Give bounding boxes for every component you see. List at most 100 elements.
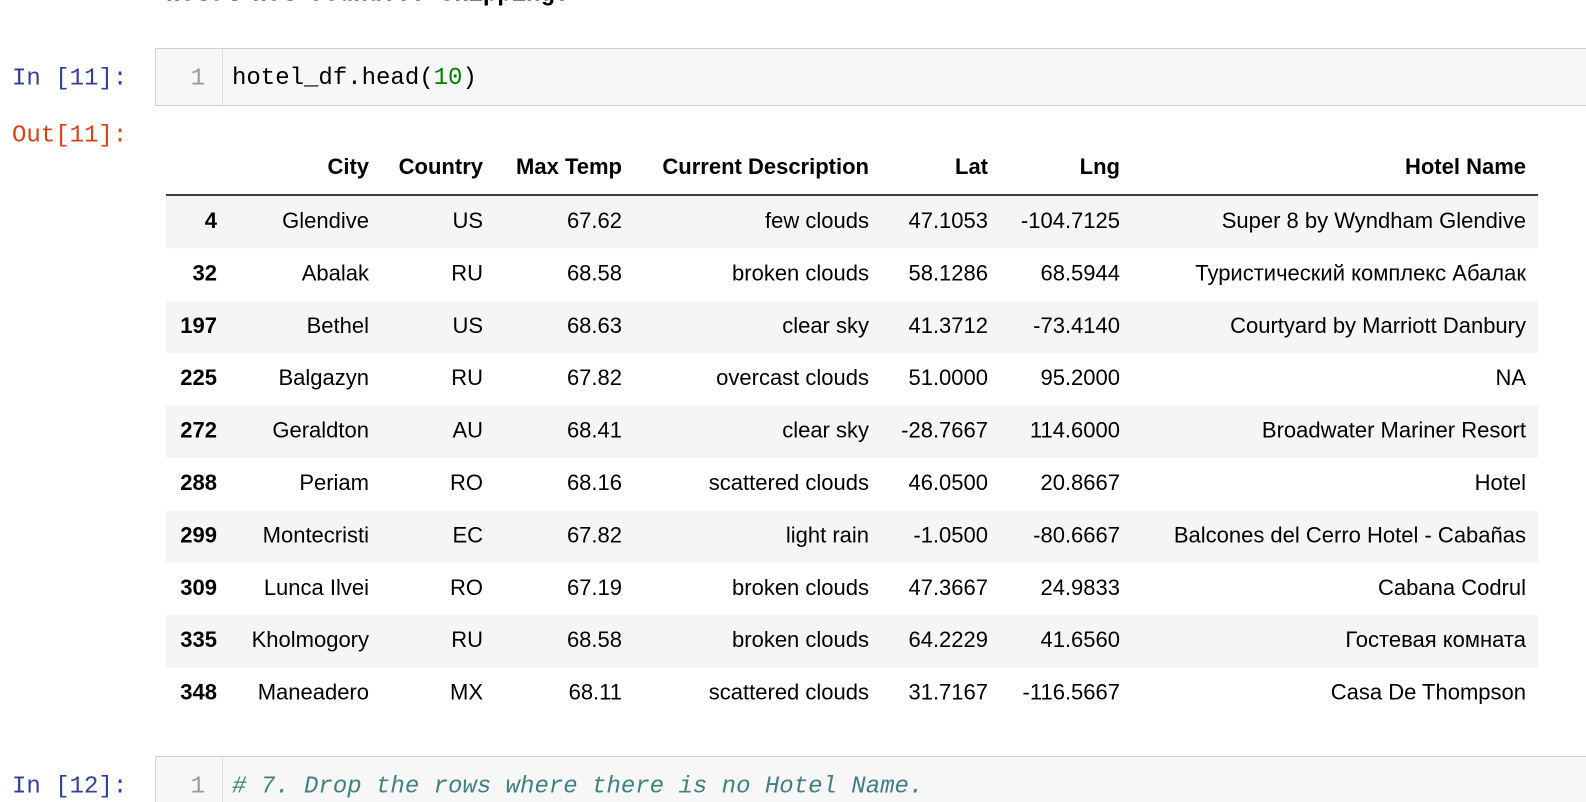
- table-cell: RO: [450, 470, 483, 495]
- in-prompt: In [12]:: [12, 773, 127, 800]
- table-cell: -28.7667: [901, 418, 988, 443]
- row-index: 225: [180, 365, 217, 390]
- table-cell: 47.1053: [908, 208, 988, 233]
- table-cell: -104.7125: [1021, 208, 1120, 233]
- table-cell: RU: [451, 260, 483, 285]
- table-cell: 64.2229: [908, 627, 988, 652]
- table-cell: NA: [1495, 365, 1526, 390]
- table-cell: Periam: [299, 470, 369, 495]
- table-cell: -1.0500: [913, 522, 988, 547]
- row-index: 348: [180, 680, 217, 705]
- table-cell: -73.4140: [1033, 313, 1120, 338]
- table-cell: Glendive: [282, 208, 369, 233]
- in-prompt: In [11]:: [12, 65, 127, 92]
- table-cell: Balgazyn: [278, 365, 369, 390]
- row-stripe: [166, 615, 1538, 668]
- column-header: Lng: [1080, 154, 1120, 179]
- table-cell: RU: [451, 627, 483, 652]
- table-cell: 68.11: [569, 680, 622, 705]
- table-cell: 68.58: [567, 627, 622, 652]
- table-cell: Courtyard by Marriott Danbury: [1230, 313, 1526, 338]
- table-cell: Hotel: [1475, 470, 1526, 495]
- column-header: Hotel Name: [1405, 154, 1526, 179]
- table-cell: MX: [450, 680, 483, 705]
- table-cell: few clouds: [765, 208, 869, 233]
- table-cell: overcast clouds: [716, 365, 869, 390]
- table-cell: Abalak: [302, 260, 370, 285]
- table-cell: RO: [450, 575, 483, 600]
- row-index: 299: [180, 522, 217, 547]
- row-stripe: [166, 405, 1538, 458]
- table-cell: 46.0500: [908, 470, 988, 495]
- table-cell: Lunca Ilvei: [264, 575, 369, 600]
- code-number: 10: [434, 65, 463, 92]
- column-header: Country: [399, 154, 484, 179]
- table-cell: Cabana Codrul: [1378, 575, 1526, 600]
- out-prompt: Out[11]:: [12, 122, 127, 149]
- table-cell: AU: [452, 418, 483, 443]
- table-cell: 51.0000: [908, 365, 988, 390]
- column-header: Lat: [955, 154, 989, 179]
- table-cell: Bethel: [307, 313, 369, 338]
- row-index: 4: [205, 208, 218, 233]
- previous-output: Hotel not found... skipping.: [166, 0, 569, 8]
- table-cell: 20.8667: [1040, 470, 1120, 495]
- table-cell: 68.41: [567, 418, 622, 443]
- table-cell: Balcones del Cerro Hotel - Cabañas: [1174, 522, 1526, 547]
- row-index: 309: [180, 575, 217, 600]
- table-cell: EC: [452, 522, 483, 547]
- row-stripe: [166, 196, 1538, 249]
- table-cell: Maneadero: [258, 680, 369, 705]
- table-cell: Montecristi: [263, 522, 369, 547]
- table-cell: Kholmogory: [252, 627, 369, 652]
- table-cell: US: [452, 313, 483, 338]
- row-index: 197: [180, 313, 217, 338]
- table-cell: 47.3667: [908, 575, 988, 600]
- table-cell: Гостевая комната: [1345, 627, 1526, 652]
- row-index: 272: [180, 418, 217, 443]
- row-index: 288: [180, 470, 217, 495]
- table-cell: 114.6000: [1030, 418, 1120, 443]
- table-cell: 68.63: [567, 313, 622, 338]
- column-header: Max Temp: [516, 154, 622, 179]
- line-number: 1: [191, 773, 205, 800]
- column-header: Current Description: [662, 154, 869, 179]
- table-cell: RU: [451, 365, 483, 390]
- table-cell: -116.5667: [1023, 680, 1120, 705]
- table-cell: 41.6560: [1040, 627, 1120, 652]
- table-cell: broken clouds: [732, 260, 869, 285]
- dataframe-table: City Country Max Temp Current Description La…: [166, 154, 1538, 705]
- table-cell: 68.58: [567, 260, 622, 285]
- table-cell: Super 8 by Wyndham Glendive: [1222, 208, 1526, 233]
- table-cell: 24.9833: [1040, 575, 1120, 600]
- line-number: 1: [191, 65, 205, 92]
- table-cell: Broadwater Mariner Resort: [1262, 418, 1526, 443]
- table-cell: clear sky: [782, 418, 869, 443]
- input-area[interactable]: [155, 48, 1586, 106]
- table-cell: clear sky: [782, 313, 869, 338]
- table-cell: 41.3712: [908, 313, 988, 338]
- row-index: 335: [180, 627, 217, 652]
- row-index: 32: [193, 260, 217, 285]
- table-cell: 68.5944: [1040, 260, 1120, 285]
- table-cell: 95.2000: [1040, 365, 1120, 390]
- table-cell: 67.82: [567, 522, 622, 547]
- table-cell: 68.16: [567, 470, 622, 495]
- table-cell: 67.62: [567, 208, 622, 233]
- code-token: hotel_df.head(: [232, 65, 434, 92]
- code-token: ): [462, 65, 476, 92]
- table-cell: Geraldton: [272, 418, 369, 443]
- table-cell: -80.6667: [1033, 522, 1120, 547]
- table-cell: scattered clouds: [709, 680, 869, 705]
- table-cell: broken clouds: [732, 627, 869, 652]
- row-stripe: [166, 510, 1538, 563]
- code-line: hotel_df.head(10): [232, 65, 477, 92]
- table-cell: 31.7167: [908, 680, 988, 705]
- input-area[interactable]: [155, 756, 1586, 802]
- table-cell: US: [452, 208, 483, 233]
- row-stripe: [166, 300, 1538, 354]
- table-cell: Туристический комплекс Абалак: [1195, 260, 1526, 285]
- table-cell: Casa De Thompson: [1331, 680, 1526, 705]
